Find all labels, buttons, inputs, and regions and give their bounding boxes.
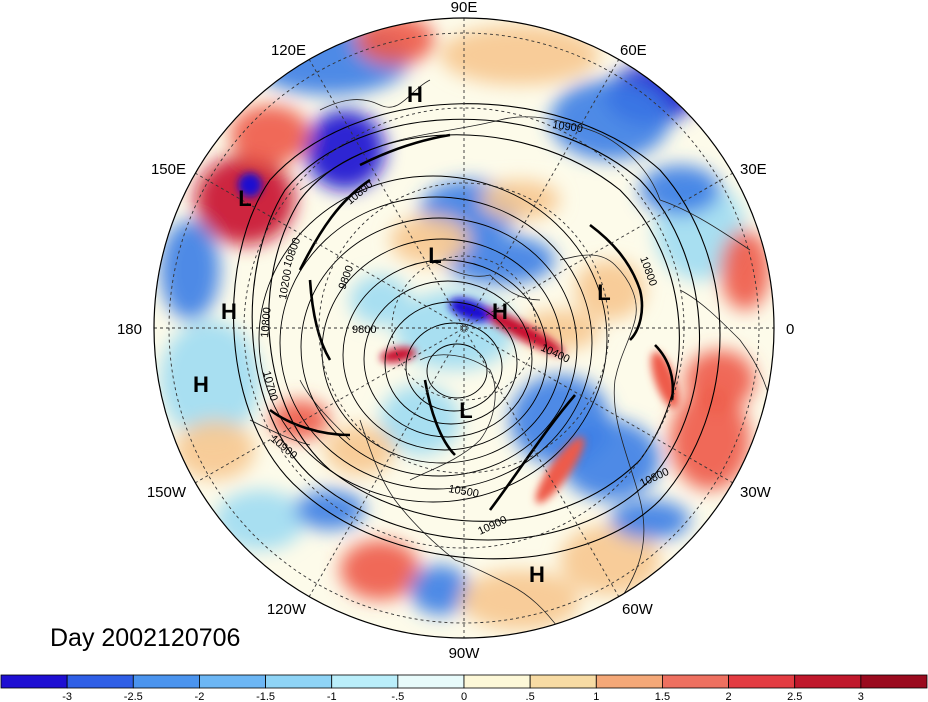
contour-label: 10200: [277, 268, 294, 300]
lon-label-30w: 30W: [740, 484, 772, 501]
map-boundary: [153, 17, 775, 639]
colorbar-tick-label: 2.5: [787, 691, 802, 702]
lon-label-150w: 150W: [147, 484, 187, 501]
contour-label: 10800: [259, 307, 274, 339]
lon-label-60e: 60E: [620, 42, 647, 59]
longitude-labels: 90E 60E 30E 0 30W 60W 90W 120W 150W 180 …: [117, 0, 794, 662]
colorbar-tick-label: 1.5: [655, 691, 670, 702]
lon-label-180: 180: [117, 321, 142, 338]
colorbar-swatch: [662, 674, 729, 689]
colorbar-tick-label: 3: [858, 691, 864, 702]
colorbar-swatch: [199, 674, 266, 689]
contour-label: 10500: [447, 483, 479, 500]
low-center-label: L: [428, 243, 441, 268]
high-center-label: H: [492, 299, 508, 324]
colorbar-tick-label: -.5: [391, 691, 404, 702]
colorbar-tick-label: -3: [62, 691, 72, 702]
colorbar-tick-label: 1: [593, 691, 599, 702]
geopotential-height-contours: [233, 103, 721, 560]
colorbar-swatch: [794, 674, 862, 689]
colorbar-tick-label: -2: [195, 691, 205, 702]
lon-label-60w: 60W: [622, 601, 654, 618]
lon-label-90w: 90W: [449, 645, 481, 662]
low-center-label: L: [597, 280, 610, 305]
colorbar-tick-label: 2: [726, 691, 732, 702]
colorbar-tick-label: .5: [526, 691, 535, 702]
lon-label-0: 0: [786, 321, 794, 338]
colorbar-swatch: [463, 674, 531, 689]
lon-label-150e: 150E: [151, 161, 186, 178]
contour-label: 9800: [352, 324, 376, 336]
lon-label-120e: 120E: [271, 42, 306, 59]
day-label: Day 2002120706: [50, 624, 240, 652]
colorbar-tick-label: -2.5: [124, 691, 143, 702]
colorbar-tick-label: -1: [327, 691, 337, 702]
colorbar-swatch: [728, 674, 796, 689]
colorbar: -3 -2.5 -2 -1.5 -1 -.5 0 .5 1 1.5 2 2.5 3: [0, 674, 928, 702]
lon-label-90e: 90E: [451, 0, 478, 16]
high-center-label: H: [193, 372, 209, 397]
colorbar-tick-label: -1.5: [256, 691, 275, 702]
high-center-label: H: [529, 562, 545, 587]
lon-label-120w: 120W: [267, 601, 307, 618]
colorbar-swatch: [860, 674, 928, 689]
colorbar-swatch: [331, 674, 399, 689]
lon-label-30e: 30E: [740, 161, 767, 178]
colorbar-swatch: [529, 674, 597, 689]
pressure-center-labels: H L L H H L H L H: [193, 82, 611, 587]
colorbar-swatch: [0, 674, 68, 689]
colorbar-swatch: [265, 674, 333, 689]
graticule: [154, 18, 774, 638]
colorbar-swatch: [132, 674, 200, 689]
colorbar-swatch: [66, 674, 134, 689]
high-center-label: H: [407, 82, 423, 107]
colorbar-tick-label: 0: [461, 691, 467, 702]
low-center-label: L: [238, 186, 251, 211]
contour-label: 10900: [552, 119, 584, 135]
colorbar-swatch: [397, 674, 465, 689]
colorbar-swatch: [595, 674, 663, 689]
low-center-label: L: [459, 398, 472, 423]
high-center-label: H: [221, 299, 237, 324]
